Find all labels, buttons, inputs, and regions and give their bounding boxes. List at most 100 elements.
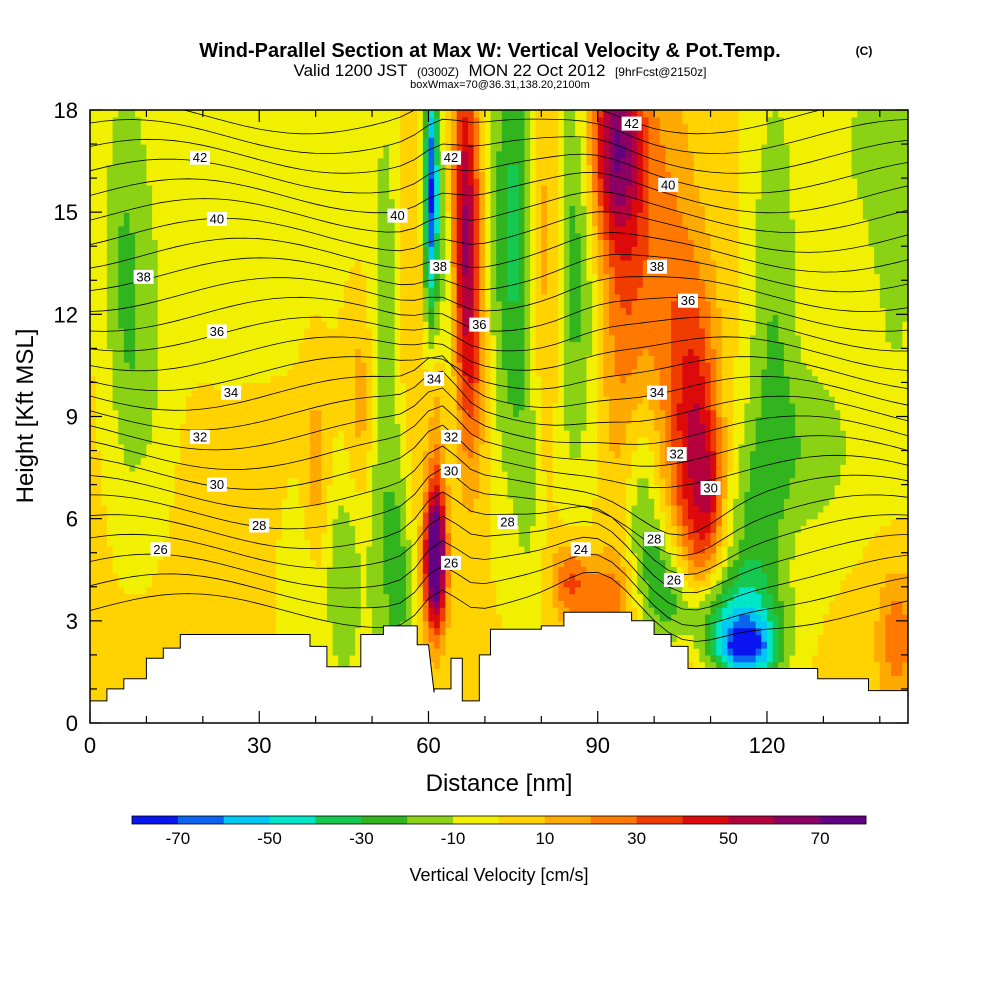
velocity-cell — [417, 539, 424, 547]
velocity-cell — [868, 545, 875, 554]
velocity-cell — [95, 634, 102, 642]
velocity-cell — [321, 532, 328, 540]
velocity-cell — [315, 614, 322, 622]
velocity-cell — [326, 641, 334, 649]
velocity-cell — [704, 566, 712, 574]
velocity-cell — [704, 586, 712, 595]
velocity-cell — [817, 620, 824, 629]
velocity-cell — [349, 641, 356, 649]
velocity-cell — [800, 539, 808, 547]
velocity-cell — [123, 539, 131, 547]
velocity-cell — [366, 586, 373, 595]
velocity-cell — [552, 505, 559, 513]
velocity-cell — [394, 511, 401, 520]
velocity-cell — [902, 648, 908, 656]
velocity-cell — [445, 573, 452, 581]
velocity-cell — [180, 484, 187, 493]
velocity-cell — [326, 484, 334, 493]
velocity-cell — [112, 648, 119, 656]
velocity-cell — [349, 600, 356, 608]
velocity-cell — [428, 566, 435, 574]
velocity-cell — [637, 505, 644, 513]
velocity-cell — [281, 566, 289, 574]
velocity-cell — [710, 518, 717, 527]
velocity-cell — [659, 579, 667, 588]
velocity-cell — [513, 545, 520, 554]
velocity-cell — [716, 525, 723, 533]
velocity-cell — [812, 607, 819, 615]
velocity-cell — [180, 545, 187, 554]
velocity-cell — [654, 614, 661, 622]
velocity-cell — [789, 532, 796, 540]
velocity-cell — [287, 586, 294, 595]
velocity-cell — [157, 586, 164, 595]
velocity-cell — [829, 539, 836, 547]
velocity-cell — [834, 607, 841, 615]
velocity-cell — [778, 518, 785, 527]
velocity-cell — [530, 518, 537, 527]
velocity-cell — [885, 539, 892, 547]
velocity-cell — [507, 607, 514, 615]
velocity-cell — [405, 518, 413, 527]
velocity-cell — [219, 539, 226, 547]
velocity-cell — [575, 525, 582, 533]
velocity-cell — [163, 600, 170, 608]
velocity-cell — [417, 559, 424, 567]
velocity-cell — [174, 525, 181, 533]
velocity-cell — [885, 668, 892, 676]
velocity-cell — [862, 607, 870, 615]
velocity-cell — [721, 518, 729, 527]
velocity-cell — [586, 552, 593, 561]
velocity-cell — [168, 607, 176, 615]
velocity-cell — [704, 648, 712, 656]
velocity-cell — [879, 627, 887, 636]
velocity-cell — [473, 600, 480, 608]
velocity-cell — [693, 661, 700, 670]
velocity-cell — [845, 627, 853, 636]
velocity-cell — [518, 498, 525, 506]
velocity-cell — [738, 661, 745, 670]
velocity-cell — [637, 498, 644, 506]
velocity-cell — [558, 593, 565, 601]
velocity-cell — [140, 539, 148, 547]
velocity-cell — [276, 620, 283, 629]
velocity-cell — [298, 579, 305, 588]
velocity-cell — [879, 525, 887, 533]
velocity-cell — [609, 539, 616, 547]
velocity-cell — [755, 573, 762, 581]
velocity-cell — [157, 498, 164, 506]
velocity-cell — [524, 525, 531, 533]
velocity-cell — [298, 593, 305, 601]
velocity-cell — [225, 525, 232, 533]
velocity-cell — [332, 654, 339, 663]
velocity-cell — [868, 498, 875, 506]
velocity-cell — [163, 641, 170, 649]
velocity-cell — [388, 566, 396, 574]
velocity-cell — [451, 648, 458, 656]
velocity-cell — [631, 525, 638, 533]
velocity-cell — [744, 518, 751, 527]
velocity-cell — [879, 661, 887, 670]
velocity-cell — [264, 491, 272, 499]
velocity-cell — [123, 518, 131, 527]
velocity-cell — [829, 579, 836, 588]
velocity-cell — [168, 505, 176, 513]
velocity-cell — [755, 559, 762, 567]
velocity-cell — [766, 539, 774, 547]
velocity-cell — [112, 641, 119, 649]
velocity-cell — [795, 491, 802, 499]
velocity-cell — [721, 525, 729, 533]
velocity-cell — [620, 505, 627, 513]
velocity-cell — [484, 559, 492, 567]
velocity-cell — [236, 573, 243, 581]
velocity-cell — [845, 518, 853, 527]
velocity-cell — [738, 607, 745, 615]
velocity-cell — [445, 607, 452, 615]
velocity-cell — [163, 593, 170, 601]
velocity-cell — [834, 641, 841, 649]
velocity-cell — [524, 491, 531, 499]
velocity-cell — [343, 532, 351, 540]
velocity-cell — [558, 586, 565, 595]
velocity-cell — [761, 505, 768, 513]
velocity-cell — [377, 552, 384, 561]
